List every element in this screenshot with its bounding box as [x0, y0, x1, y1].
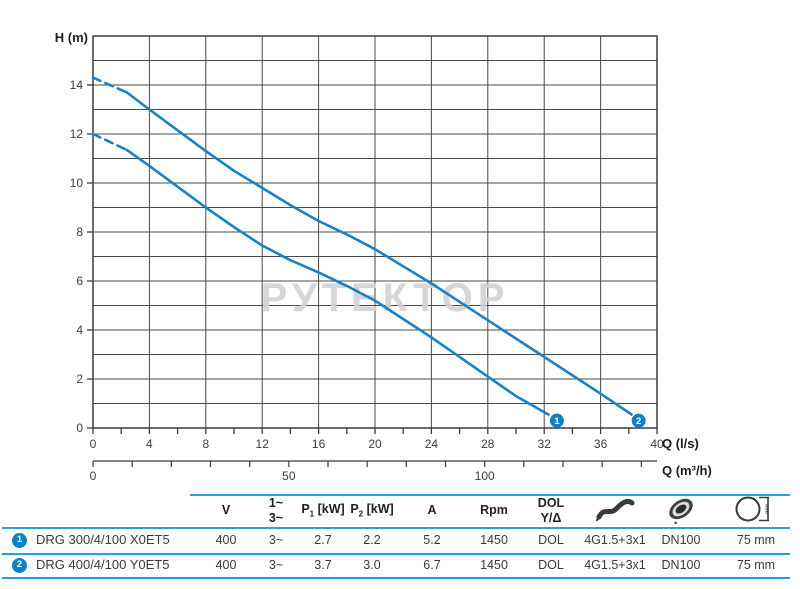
x2-axis-title: Q (m³/h) — [662, 463, 712, 478]
pipe-diameter-icon: mm — [732, 494, 780, 527]
value-cell: 2.2 — [363, 532, 381, 547]
value-cell: 75 mm — [736, 532, 776, 547]
table-bottom-rule — [2, 577, 790, 579]
x-tick-label: 24 — [425, 437, 439, 451]
y-tick-label: 14 — [70, 78, 84, 92]
x-tick-label: 20 — [368, 437, 382, 451]
x-tick-label: 36 — [594, 437, 608, 451]
curve-1-dashed — [91, 132, 129, 152]
column-header-rpm: Rpm — [480, 503, 508, 518]
row-badge: 2 — [12, 557, 27, 573]
x-tick-label: 28 — [481, 437, 495, 451]
column-header-icon: mm — [712, 494, 800, 527]
y-tick-label: 4 — [76, 323, 83, 337]
table-header-row: V 1~ 3~ P1 [kW] P2 [kW] A Rpm DOL Y/Δ mm — [2, 489, 790, 528]
watermark: РУТЕКТОР — [261, 276, 510, 320]
value-cell: DOL — [538, 532, 564, 547]
y-tick-label: 10 — [70, 176, 84, 190]
row-separator-rule — [2, 553, 790, 555]
x-axis-title: Q (l/s) — [662, 436, 699, 451]
x-tick-label: 40 — [650, 437, 664, 451]
value-cell: 5.2 — [423, 532, 441, 547]
column-header-dol: DOL Y/Δ — [537, 495, 565, 525]
table-row-1: 1 DRG 300/4/100 X0ET5 400 3~ 2.7 2.2 5.2 1450 DO… — [2, 527, 790, 553]
value-cell: 400 — [215, 532, 237, 547]
column-header-1phase: 1~ 3~ — [268, 495, 284, 525]
model-name: DRG 300/4/100 X0ET5 — [36, 531, 170, 547]
header-bottom-rule — [2, 527, 790, 529]
cable-icon — [594, 496, 636, 525]
column-header-icon — [580, 496, 650, 525]
y-tick-label: 12 — [70, 127, 84, 141]
column-header-p1: P1 [kW] — [301, 502, 345, 519]
row-badge: 1 — [12, 532, 27, 548]
value-cell: 4G1.5+3x1 — [584, 557, 646, 572]
model-name: DRG 400/4/100 Y0ET5 — [36, 556, 170, 572]
x2-tick-label: 100 — [475, 469, 495, 483]
value-cell: 6.7 — [423, 557, 441, 572]
value-cell: 3.7 — [314, 557, 332, 572]
y-tick-label: 6 — [76, 274, 83, 288]
curve-marker-1 — [549, 413, 564, 428]
x-tick-label: 16 — [312, 437, 326, 451]
header-top-rule — [190, 494, 790, 496]
column-header-a: A — [427, 503, 437, 518]
x-tick-label: 12 — [256, 437, 270, 451]
model-cell: 2 DRG 400/4/100 Y0ET5 — [2, 556, 200, 573]
value-cell: 75 mm — [736, 557, 776, 572]
y-axis-title: H (m) — [54, 30, 88, 45]
y-tick-label: 8 — [76, 225, 83, 239]
curve-2 — [125, 91, 633, 416]
value-cell: DOL — [538, 557, 564, 572]
x-tick-label: 32 — [538, 437, 552, 451]
y-tick-label: 2 — [76, 372, 83, 386]
column-header-p2: P2 [kW] — [350, 502, 394, 519]
value-cell: 3.0 — [363, 557, 381, 572]
svg-text:mm: mm — [764, 504, 770, 514]
x-tick-label: 8 — [202, 437, 209, 451]
value-cell: 3~ — [268, 557, 284, 572]
value-cell: DN100 — [661, 557, 701, 572]
curve-1 — [125, 148, 550, 416]
value-cell: 1450 — [480, 557, 508, 572]
value-cell: 4G1.5+3x1 — [584, 532, 646, 547]
model-cell: 1 DRG 300/4/100 X0ET5 — [2, 531, 200, 548]
column-header-v: V — [221, 503, 231, 518]
value-cell: 400 — [215, 557, 237, 572]
value-cell: 1450 — [480, 532, 508, 547]
value-cell: 2.7 — [314, 532, 332, 547]
curve-marker-2 — [631, 413, 646, 428]
curve-marker-label: 1 — [554, 416, 560, 427]
curve-marker-label: 2 — [636, 416, 641, 427]
x2-tick-label: 50 — [282, 469, 296, 483]
y-tick-label: 0 — [76, 421, 83, 435]
column-header-icon — [650, 489, 712, 528]
x-tick-label: 0 — [90, 437, 97, 451]
value-cell: DN100 — [661, 532, 701, 547]
curve-2-dashed — [91, 76, 129, 94]
value-cell: 3~ — [268, 532, 284, 547]
table-row-2: 2 DRG 400/4/100 Y0ET5 400 3~ 3.7 3.0 6.7 1450 DO… — [2, 553, 790, 577]
x2-tick-label: 0 — [90, 469, 97, 483]
x-tick-label: 4 — [146, 437, 153, 451]
impeller-icon — [663, 489, 699, 528]
